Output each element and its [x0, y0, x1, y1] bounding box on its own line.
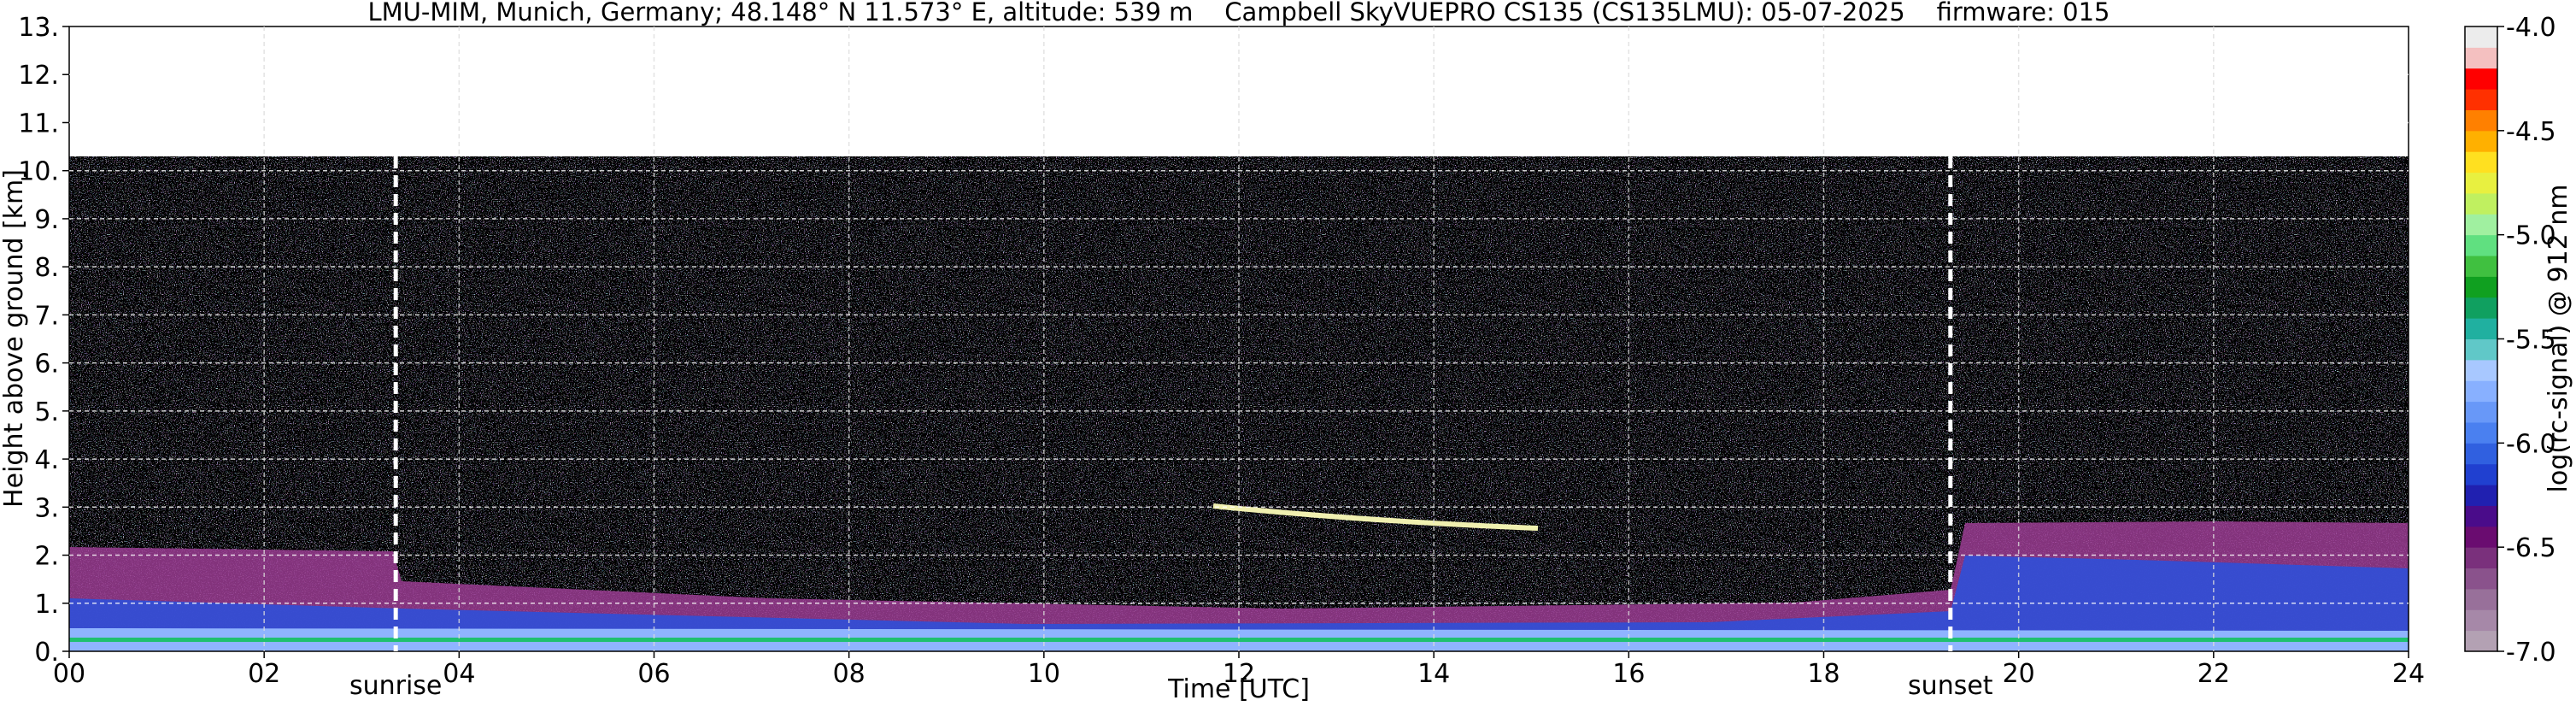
colorbar-swatch — [2465, 109, 2497, 132]
colorbar-swatch — [2465, 421, 2497, 444]
colorbar-swatch — [2465, 380, 2497, 403]
colorbar-swatch — [2465, 276, 2497, 298]
x-tick-label: 02 — [248, 659, 280, 689]
y-tick-label: 12. — [18, 61, 59, 91]
colorbar-swatch — [2465, 359, 2497, 381]
colorbar-swatch — [2465, 401, 2497, 423]
colorbar-swatch — [2465, 463, 2497, 485]
x-tick-label: 14 — [1417, 659, 1450, 689]
colorbar-label: log(rc-signal) @ 912 nm — [2544, 185, 2573, 493]
annotation: sunset — [1908, 671, 1993, 701]
y-tick-label: 6. — [34, 350, 59, 379]
y-tick-label: 0. — [34, 638, 59, 668]
x-tick-label: 18 — [1807, 659, 1840, 689]
colorbar-swatch — [2465, 526, 2497, 548]
colorbar-swatch — [2465, 338, 2497, 361]
x-tick-label: 12 — [1223, 659, 1255, 689]
x-tick-label: 20 — [2003, 659, 2035, 689]
colorbar-swatch — [2465, 130, 2497, 152]
colorbar-swatch — [2465, 505, 2497, 527]
colorbar-swatch — [2465, 609, 2497, 632]
colorbar-swatch — [2465, 192, 2497, 215]
x-tick-label: 06 — [637, 659, 670, 689]
x-axis-label: Time [UTC] — [1167, 674, 1310, 704]
colorbar-swatch — [2465, 26, 2497, 48]
y-tick-label: 10. — [18, 157, 59, 187]
chart-title: LMU-MIM, Munich, Germany; 48.148° N 11.5… — [368, 0, 2110, 26]
x-tick-label: 16 — [1612, 659, 1645, 689]
y-tick-label: 7. — [34, 301, 59, 331]
y-tick-label: 4. — [34, 445, 59, 475]
colorbar-swatch — [2465, 443, 2497, 465]
colorbar-swatch — [2465, 172, 2497, 194]
y-tick-label: 1. — [34, 590, 59, 620]
colorbar-tick-label: -4.5 — [2506, 117, 2556, 147]
x-tick-label: 22 — [2198, 659, 2230, 689]
y-tick-label: 11. — [18, 109, 59, 138]
colorbar-tick-label: -4.0 — [2506, 13, 2556, 43]
colorbar-swatch — [2465, 256, 2497, 277]
colorbar-swatch — [2465, 297, 2497, 319]
y-tick-label: 3. — [34, 493, 59, 523]
x-tick-label: 00 — [53, 659, 85, 689]
colorbar-swatch — [2465, 630, 2497, 652]
y-axis-label: Height above ground [km] — [0, 169, 29, 508]
colorbar-swatch — [2465, 151, 2497, 174]
colorbar-tick-label: -5.5 — [2506, 326, 2556, 356]
x-tick-label: 10 — [1028, 659, 1060, 689]
colorbar-tick-label: -7.0 — [2506, 638, 2556, 668]
x-tick-label: 24 — [2392, 659, 2425, 689]
x-tick-label: 04 — [443, 659, 475, 689]
colorbar-swatch — [2465, 547, 2497, 569]
annotation: sunrise — [349, 671, 442, 701]
y-tick-label: 5. — [34, 397, 59, 427]
colorbar-swatch — [2465, 318, 2497, 339]
colorbar-swatch — [2465, 485, 2497, 506]
colorbar-swatch — [2465, 68, 2497, 90]
cloud-layer — [1212, 503, 1539, 531]
colorbar-swatch — [2465, 568, 2497, 590]
y-tick-label: 9. — [34, 205, 59, 235]
y-tick-label: 8. — [34, 253, 59, 283]
near-surface-signal — [69, 638, 2409, 642]
colorbar-tick-label: -6.5 — [2506, 533, 2556, 563]
y-tick-label: 2. — [34, 542, 59, 572]
colorbar-tick-label: -5.0 — [2506, 221, 2556, 251]
colorbar-tick-label: -6.0 — [2506, 429, 2556, 459]
x-tick-label: 08 — [833, 659, 866, 689]
colorbar-swatch — [2465, 47, 2497, 69]
colorbar-swatch — [2465, 214, 2497, 236]
colorbar-swatch — [2465, 588, 2497, 610]
y-tick-label: 13. — [18, 13, 59, 43]
colorbar-swatch — [2465, 89, 2497, 110]
colorbar-swatch — [2465, 234, 2497, 256]
